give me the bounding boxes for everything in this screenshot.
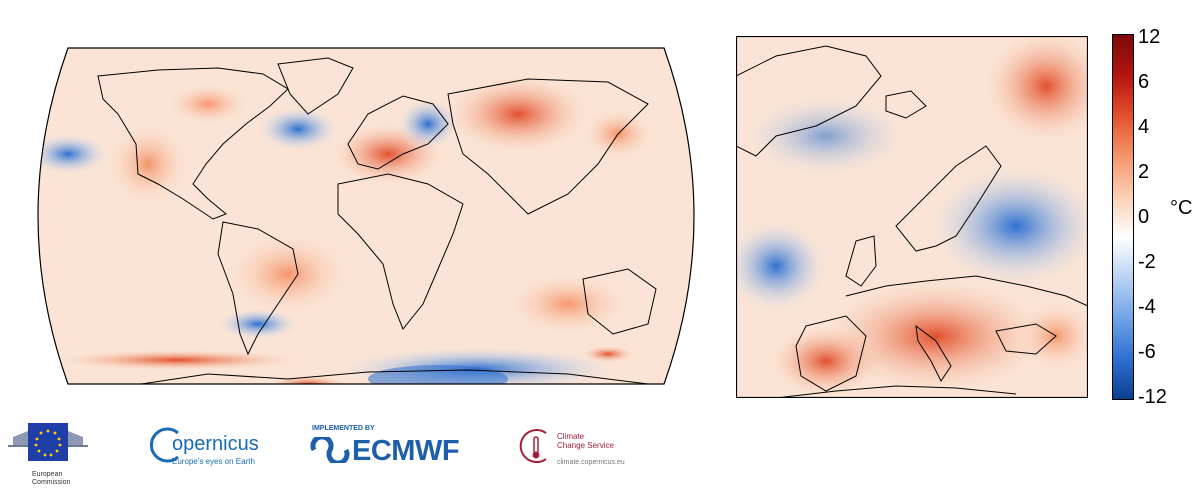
eu-line2: Commission bbox=[32, 479, 71, 486]
ecmwf-name: ECMWF bbox=[352, 435, 460, 467]
colorbar-tick: 2 bbox=[1138, 161, 1150, 183]
copernicus-c-icon bbox=[149, 427, 179, 463]
colorbar-tick: 0 bbox=[1138, 206, 1150, 228]
colorbar-tick: 12 bbox=[1138, 26, 1161, 48]
world-anomaly-map bbox=[37, 47, 695, 385]
copernicus-tagline: Europe's eyes on Earth bbox=[172, 457, 255, 466]
logo-bar: European Commission opernicus Europe's e… bbox=[0, 415, 1200, 490]
eu-commission-logo bbox=[8, 423, 88, 461]
ecmwf-wave-icon bbox=[310, 437, 350, 463]
colorbar-tick: 6 bbox=[1138, 71, 1150, 93]
ecmwf-implemented-by: IMPLEMENTED BY bbox=[312, 425, 375, 432]
colorbar-tick: -6 bbox=[1138, 341, 1156, 363]
europe-anomaly-map bbox=[736, 36, 1088, 398]
colorbar-tick: -4 bbox=[1138, 296, 1156, 318]
c3s-line2: Change Service bbox=[557, 441, 614, 450]
eu-line1: European bbox=[32, 471, 63, 478]
colorbar bbox=[1112, 34, 1134, 400]
colorbar-tick: 4 bbox=[1138, 116, 1150, 138]
c3s-thermometer-icon bbox=[519, 429, 547, 463]
copernicus-name: opernicus bbox=[172, 433, 259, 455]
colorbar-unit: °C bbox=[1170, 197, 1193, 219]
colorbar-gradient bbox=[1112, 34, 1134, 400]
c3s-url: climate.copernicus.eu bbox=[557, 459, 625, 466]
c3s-line1: Climate bbox=[557, 432, 585, 441]
colorbar-tick: -12 bbox=[1138, 386, 1167, 408]
colorbar-tick: -2 bbox=[1138, 251, 1156, 273]
